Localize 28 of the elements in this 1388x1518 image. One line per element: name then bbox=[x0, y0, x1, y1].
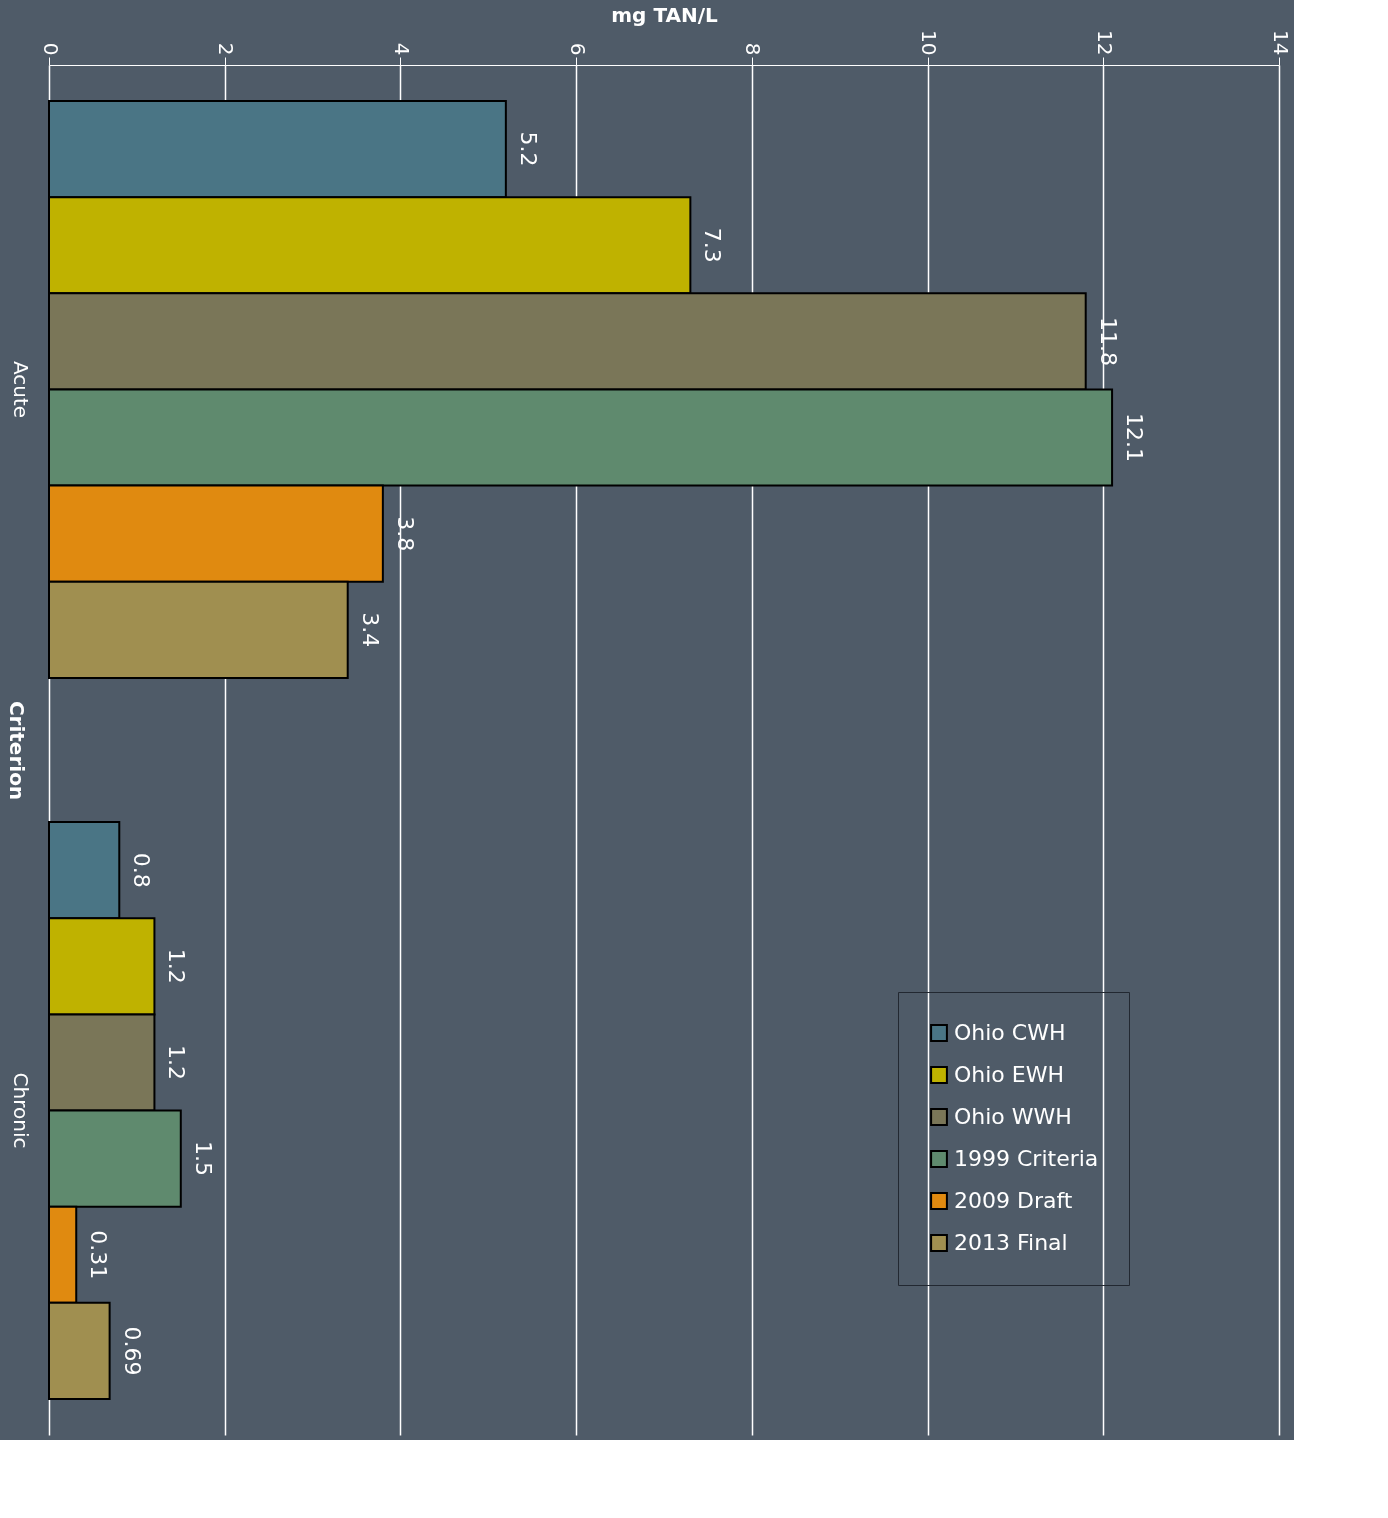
x-tick-label: 12 bbox=[1092, 30, 1117, 56]
x-tick-label: 14 bbox=[1268, 30, 1293, 56]
data-label: 7.3 bbox=[700, 227, 726, 263]
x-tick-label: 0 bbox=[38, 42, 63, 56]
legend-label: Ohio EWH bbox=[954, 1062, 1065, 1087]
legend-label: 2013 Final bbox=[954, 1230, 1068, 1255]
legend-label: Ohio WWH bbox=[954, 1104, 1072, 1129]
data-label: 1.2 bbox=[164, 948, 190, 984]
legend-label: 1999 Criteria bbox=[954, 1146, 1099, 1171]
x-tick-label: 4 bbox=[389, 42, 414, 56]
x-tick-label: 8 bbox=[741, 42, 766, 56]
x-axis-title: mg TAN/L bbox=[611, 3, 718, 28]
x-tick-label: 6 bbox=[565, 42, 590, 56]
data-label: 0.8 bbox=[129, 852, 155, 888]
data-label: 3.4 bbox=[357, 612, 383, 648]
legend-label: 2009 Draft bbox=[954, 1188, 1073, 1213]
x-tick-label: 10 bbox=[917, 30, 942, 56]
y-tick-label: Acute bbox=[8, 360, 33, 419]
legend-label: Ohio CWH bbox=[954, 1020, 1066, 1045]
y-axis-title: Criterion bbox=[4, 700, 29, 801]
data-label: 5.2 bbox=[515, 131, 541, 167]
data-label: 0.69 bbox=[119, 1326, 145, 1376]
data-label: 0.31 bbox=[86, 1230, 112, 1280]
y-tick-label: Chronic bbox=[8, 1072, 33, 1149]
data-label: 1.5 bbox=[190, 1141, 216, 1177]
data-label: 12.1 bbox=[1122, 413, 1148, 463]
x-tick-label: 2 bbox=[214, 42, 239, 56]
data-label: 1.2 bbox=[164, 1044, 190, 1080]
